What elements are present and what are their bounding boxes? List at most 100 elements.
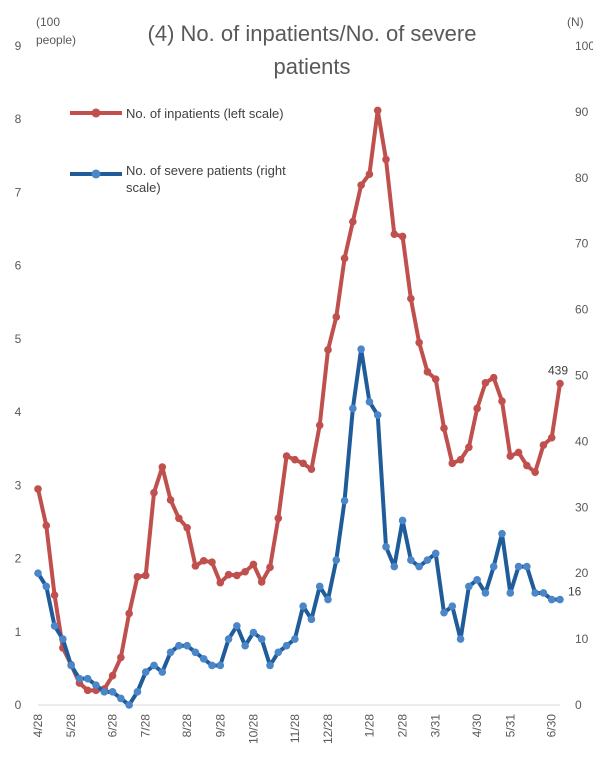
inpatients-point [489, 373, 498, 382]
inpatients-last-value-label: 439 [548, 364, 568, 378]
inpatients-point [514, 448, 523, 457]
inpatients-point [531, 468, 539, 476]
inpatients-point [141, 571, 150, 580]
severe-patients-point [307, 615, 316, 624]
severe-patients-point [498, 529, 506, 538]
legend: No. of inpatients (left scale) No. of se… [70, 106, 286, 195]
left-tick-label: 3 [15, 478, 22, 492]
severe-patients-point [324, 595, 332, 604]
severe-patients-point [50, 622, 59, 630]
severe-patients-point [125, 701, 133, 709]
inpatients-point [448, 459, 457, 468]
inpatients-point [224, 570, 233, 579]
x-tick-label: 6/30 [545, 714, 559, 738]
severe-patients-point [315, 582, 324, 591]
severe-patients-point [67, 661, 75, 670]
right-tick-label: 30 [575, 500, 589, 514]
severe-patients-point [92, 681, 100, 690]
severe-patients-point [556, 595, 564, 604]
severe-patients-point [83, 674, 92, 683]
severe-patients-point [224, 635, 233, 643]
severe-patients-point [208, 661, 216, 670]
severe-patients-point [357, 345, 365, 353]
severe-patients-point [373, 411, 382, 419]
severe-patients-point [299, 602, 307, 610]
x-tick-label: 5/31 [503, 714, 517, 738]
severe-patients-point [332, 556, 341, 564]
chart-title-line-1: (4) No. of inpatients/No. of severe [148, 21, 477, 46]
inpatients-line [36, 108, 562, 693]
legend-inpatients-label: No. of inpatients (left scale) [126, 106, 284, 121]
severe-patients-point [266, 661, 274, 670]
x-axis-ticks: 4/28 5/28 6/28 7/28 8/28 9/28 10/28 11/28 12/28 1… [31, 714, 559, 744]
inpatients-point [357, 181, 365, 189]
legend-inpatients-marker [91, 108, 101, 118]
left-tick-label: 6 [15, 259, 22, 273]
inpatients-point [117, 653, 125, 662]
inpatients-point [423, 368, 432, 376]
severe-patients-point [440, 608, 448, 617]
left-tick-label: 0 [15, 698, 22, 712]
severe-patients-point [133, 688, 142, 696]
inpatients-point [191, 562, 200, 570]
right-axis-unit: (N) [567, 15, 584, 29]
inpatients-point [299, 459, 307, 468]
x-tick-label: 1/28 [362, 714, 376, 738]
inpatients-point [233, 571, 241, 580]
severe-patients-point [506, 589, 515, 597]
inpatients-point [465, 443, 473, 452]
series-layer [34, 106, 564, 709]
x-tick-label: 4/28 [31, 714, 45, 738]
severe-patients-point [191, 648, 200, 657]
inpatients-point [547, 433, 556, 442]
inpatients-point [365, 170, 374, 178]
inpatients-point [216, 578, 225, 587]
left-tick-label: 1 [15, 625, 22, 639]
severe-patients-line [36, 347, 562, 707]
severe-last-value-label: 16 [568, 585, 582, 599]
severe-patients-point [547, 595, 556, 604]
inpatients-point [150, 488, 158, 497]
severe-patients-point [456, 635, 465, 643]
inpatients-point [332, 313, 341, 321]
inpatients-point [208, 558, 216, 567]
inpatients-point [506, 452, 515, 460]
inpatients-point [282, 452, 291, 460]
inpatients-point [158, 463, 167, 471]
inpatients-point [108, 671, 117, 680]
left-tick-label: 2 [15, 552, 22, 566]
severe-patients-point [465, 582, 473, 591]
severe-patients-point [233, 622, 241, 630]
severe-patients-point [473, 575, 481, 584]
right-tick-label: 60 [575, 303, 589, 317]
inpatients-point [34, 485, 42, 493]
severe-patients-point [448, 602, 457, 610]
severe-patients-point [390, 562, 399, 571]
inpatients-point [431, 375, 440, 383]
chart-title-line-2: patients [273, 54, 350, 79]
severe-patients-point [75, 674, 84, 683]
right-tick-label: 20 [575, 566, 589, 580]
inpatients-point [456, 455, 465, 464]
severe-patients-point [141, 668, 150, 676]
inpatients-point [473, 404, 481, 413]
severe-patients-point [183, 641, 191, 650]
severe-patients-point [539, 589, 548, 597]
inpatients-point [42, 521, 51, 530]
x-tick-label: 4/30 [470, 714, 484, 738]
severe-patients-point [291, 635, 299, 643]
right-tick-label: 90 [575, 105, 589, 119]
x-tick-label: 8/28 [180, 714, 194, 738]
severe-patients-point [100, 688, 109, 696]
x-tick-label: 9/28 [213, 714, 227, 738]
inpatients-point [498, 397, 506, 405]
severe-patients-point [150, 661, 158, 670]
right-tick-label: 80 [575, 171, 589, 185]
x-tick-label: 6/28 [106, 714, 120, 738]
severe-patients-point [398, 516, 407, 525]
severe-patients-point [241, 641, 249, 650]
right-tick-label: 70 [575, 237, 589, 251]
inpatients-point [324, 346, 332, 354]
severe-patients-point [199, 655, 208, 663]
